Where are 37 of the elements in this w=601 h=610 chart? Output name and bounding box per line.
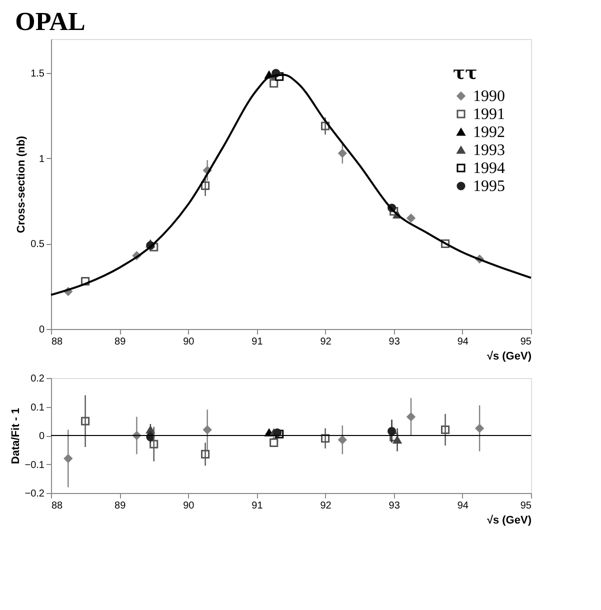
x-axis-title: √s (GeV) <box>486 350 532 362</box>
x-tick-label: 89 <box>114 336 126 348</box>
x-tick-label: 88 <box>52 500 64 512</box>
y-axis-title: Data/Fit - 1 <box>10 408 22 464</box>
y-tick-label: 0.1 <box>30 402 45 414</box>
x-tick-label: 90 <box>183 500 195 512</box>
x-tick-label: 93 <box>388 500 400 512</box>
legend-label: 1991 <box>473 106 505 123</box>
x-tick-label: 93 <box>388 336 400 348</box>
y-axis-title: Cross-section (nb) <box>16 136 28 234</box>
y-tick-label: 0 <box>38 324 45 336</box>
x-tick-label: 91 <box>252 336 264 348</box>
x-tick-label: 91 <box>252 500 264 512</box>
x-tick-label: 95 <box>520 500 532 512</box>
x-tick-label: 94 <box>457 336 469 348</box>
y-tick-label: 1 <box>38 154 45 165</box>
y-tick-label: 1.5 <box>30 68 45 80</box>
y-tick-label: 0.5 <box>30 239 45 250</box>
y-tick-label: 0.2 <box>30 374 45 384</box>
legend-title: ττ <box>453 63 478 84</box>
x-tick-label: 88 <box>52 336 64 348</box>
legend-label: 1992 <box>473 124 505 141</box>
y-tick-label: −0.2 <box>24 488 45 500</box>
x-tick-label: 92 <box>320 336 332 348</box>
x-tick-label: 94 <box>457 500 469 512</box>
y-tick-label: −0.1 <box>24 460 45 471</box>
x-tick-label: 89 <box>114 500 126 512</box>
x-tick-label: 95 <box>520 336 532 348</box>
x-axis-title: √s (GeV) <box>486 514 532 526</box>
legend-label: 1990 <box>473 88 505 105</box>
x-tick-label: 90 <box>183 336 195 348</box>
x-tick-label: 92 <box>320 500 332 512</box>
legend-label: 1995 <box>473 178 505 195</box>
legend-label: 1994 <box>473 160 505 177</box>
legend-label: 1993 <box>473 142 505 159</box>
chart-title: OPAL <box>15 7 86 36</box>
y-tick-label: 0 <box>38 431 45 442</box>
